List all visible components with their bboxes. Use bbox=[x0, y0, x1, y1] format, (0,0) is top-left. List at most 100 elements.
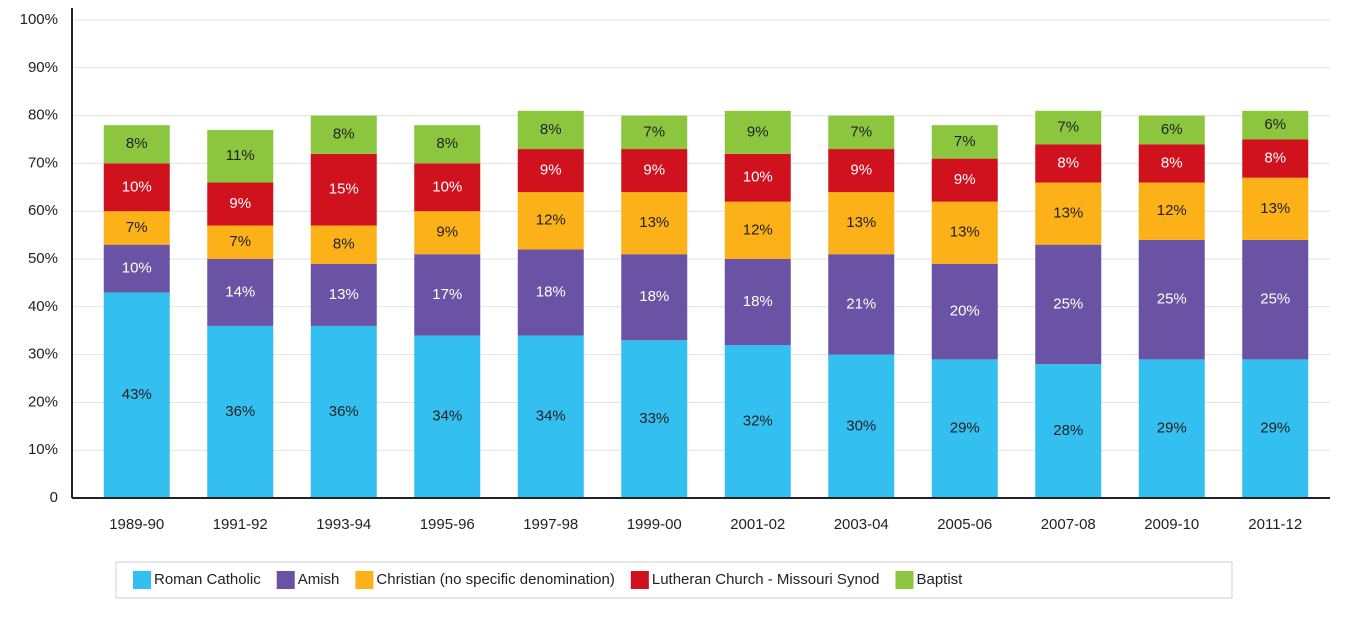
bar-segment bbox=[724, 259, 791, 346]
data-label: 29% bbox=[1260, 420, 1290, 437]
y-tick-label: 70% bbox=[28, 154, 58, 171]
bar-segment bbox=[207, 182, 274, 226]
bar-segment bbox=[310, 325, 377, 498]
x-tick-label: 2005-06 bbox=[937, 516, 992, 533]
bar-segment bbox=[621, 340, 688, 498]
bar-segment bbox=[828, 254, 895, 355]
data-label: 43% bbox=[122, 386, 152, 403]
data-label: 9% bbox=[229, 195, 251, 212]
x-tick-label: 1999-00 bbox=[627, 516, 682, 533]
bar-segment bbox=[724, 201, 791, 259]
x-tick-label: 1997-98 bbox=[523, 516, 578, 533]
bar-segment bbox=[1035, 244, 1102, 365]
data-label: 9% bbox=[436, 224, 458, 241]
y-tick-label: 50% bbox=[28, 250, 58, 267]
x-tick-label: 2007-08 bbox=[1041, 516, 1096, 533]
bar-segment bbox=[931, 201, 998, 264]
data-label: 25% bbox=[1260, 291, 1290, 308]
bar-segment bbox=[931, 359, 998, 498]
bar-segment bbox=[828, 354, 895, 498]
data-label: 8% bbox=[1264, 150, 1286, 167]
bar-segment bbox=[414, 335, 481, 498]
bar-segment bbox=[931, 263, 998, 360]
y-tick-label: 90% bbox=[28, 59, 58, 76]
data-label: 10% bbox=[122, 260, 152, 277]
bar-segment bbox=[828, 192, 895, 255]
data-label: 21% bbox=[846, 295, 876, 312]
bar-segment bbox=[414, 254, 481, 336]
legend-label: Amish bbox=[298, 571, 340, 588]
y-tick-label: 60% bbox=[28, 202, 58, 219]
data-label: 7% bbox=[954, 133, 976, 150]
bar-segment bbox=[207, 129, 274, 183]
x-tick-label: 2009-10 bbox=[1144, 516, 1199, 533]
y-tick-label: 100% bbox=[20, 11, 58, 28]
data-label: 9% bbox=[850, 162, 872, 179]
data-label: 32% bbox=[743, 412, 773, 429]
bar-segment bbox=[310, 263, 377, 326]
y-tick-label: 20% bbox=[28, 393, 58, 410]
bar-segment bbox=[724, 110, 791, 154]
data-label: 6% bbox=[1161, 121, 1183, 138]
bar-segment bbox=[310, 225, 377, 264]
data-label: 18% bbox=[536, 283, 566, 300]
bar-segment bbox=[1138, 115, 1205, 145]
bar-segment bbox=[517, 149, 584, 193]
data-label: 9% bbox=[747, 123, 769, 140]
data-label: 18% bbox=[639, 288, 669, 305]
bar-segment bbox=[517, 110, 584, 150]
data-label: 8% bbox=[1161, 154, 1183, 171]
data-label: 25% bbox=[1053, 295, 1083, 312]
bar-segment bbox=[1035, 110, 1102, 145]
x-tick-label: 1993-94 bbox=[316, 516, 371, 533]
legend-label: Christian (no specific denomination) bbox=[376, 571, 614, 588]
bar-segment bbox=[931, 125, 998, 159]
bar-segment bbox=[414, 163, 481, 212]
legend-swatch bbox=[133, 571, 151, 589]
bar-segment bbox=[1242, 139, 1309, 178]
data-label: 20% bbox=[950, 303, 980, 320]
y-tick-label: 80% bbox=[28, 107, 58, 124]
data-label: 7% bbox=[643, 123, 665, 140]
y-tick-label: 10% bbox=[28, 441, 58, 458]
bar-segment bbox=[1242, 110, 1309, 140]
bar-segment bbox=[621, 192, 688, 255]
bar-segment bbox=[621, 149, 688, 193]
data-label: 13% bbox=[950, 224, 980, 241]
bar-segment bbox=[103, 125, 170, 164]
bar-segment bbox=[621, 115, 688, 150]
data-label: 34% bbox=[432, 408, 462, 425]
data-label: 10% bbox=[743, 169, 773, 186]
data-label: 12% bbox=[1157, 202, 1187, 219]
bar-segment bbox=[103, 211, 170, 245]
data-label: 9% bbox=[954, 171, 976, 188]
data-label: 13% bbox=[1053, 205, 1083, 222]
legend-swatch bbox=[355, 571, 374, 589]
data-label: 8% bbox=[1057, 154, 1079, 171]
bar-segment bbox=[1138, 239, 1205, 360]
legend-label: Lutheran Church - Missouri Synod bbox=[652, 571, 880, 588]
data-label: 7% bbox=[850, 123, 872, 140]
bar-segment bbox=[517, 192, 584, 250]
bar-segment bbox=[103, 292, 170, 498]
legend-swatch bbox=[276, 571, 295, 589]
bar-segment bbox=[931, 158, 998, 202]
bar-segment bbox=[1242, 359, 1309, 498]
data-label: 9% bbox=[643, 162, 665, 179]
data-label: 13% bbox=[329, 286, 359, 303]
data-label: 12% bbox=[536, 212, 566, 229]
x-tick-label: 2001-02 bbox=[730, 516, 785, 533]
data-label: 13% bbox=[1260, 200, 1290, 217]
bar-segment bbox=[1035, 144, 1102, 183]
data-label: 36% bbox=[225, 403, 255, 420]
bar-segment bbox=[310, 115, 377, 154]
bar-segment bbox=[207, 325, 274, 498]
bar-segment bbox=[1138, 359, 1205, 498]
x-tick-label: 2011-12 bbox=[1248, 516, 1302, 533]
data-label: 7% bbox=[1057, 119, 1079, 136]
data-label: 7% bbox=[229, 233, 251, 250]
bar-segment bbox=[621, 254, 688, 341]
bar-segment bbox=[517, 249, 584, 336]
